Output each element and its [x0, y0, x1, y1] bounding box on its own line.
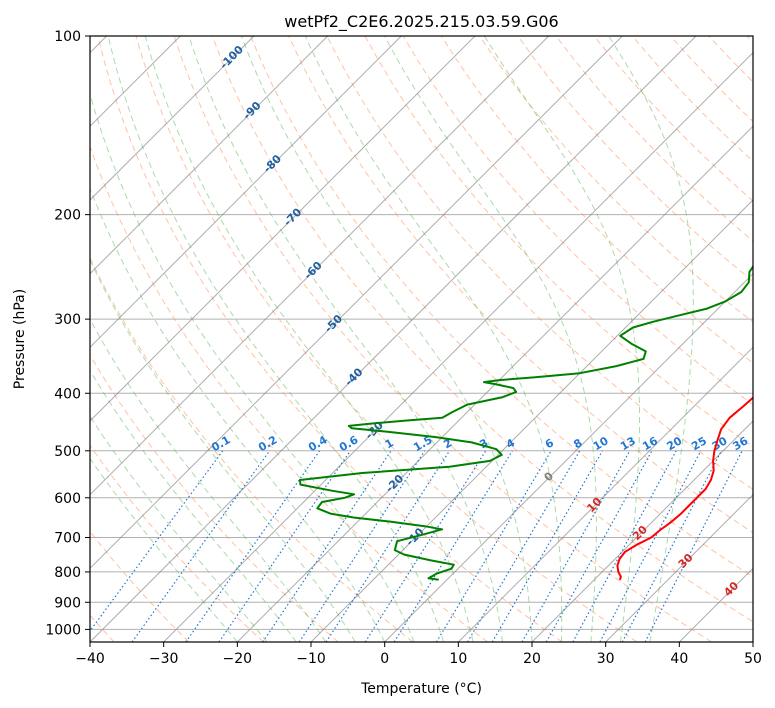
y-tick-label: 800	[54, 565, 81, 581]
y-tick-label: 700	[54, 531, 81, 547]
moist-adiabat	[90, 369, 297, 642]
plot-background	[90, 36, 753, 642]
moist-adiabat	[90, 457, 238, 642]
mixing-ratio-line	[131, 450, 271, 642]
moist-adiabat	[608, 36, 694, 642]
isotherm	[90, 36, 402, 349]
dry-adiabat	[173, 36, 712, 642]
isotherm	[531, 420, 753, 642]
x-tick-label: −40	[75, 651, 105, 667]
y-tick-label: 900	[54, 595, 81, 611]
mixing-ratio-line	[466, 450, 581, 642]
mixing-ratio-line	[393, 450, 513, 642]
mixing-ratio-line	[435, 450, 552, 642]
dry-adiabat	[288, 36, 753, 534]
y-tick-label: 500	[54, 444, 81, 460]
isotherm	[457, 346, 753, 642]
temperature-profile	[616, 396, 753, 581]
mixing-ratio-line	[599, 450, 702, 642]
x-tick-label: 30	[597, 651, 615, 667]
x-tick-label: 10	[449, 651, 467, 667]
isotherm	[752, 641, 753, 642]
moist-adiabat	[304, 36, 563, 642]
x-tick-label: −20	[223, 651, 253, 667]
x-tick-label: −10	[296, 651, 326, 667]
mixing-ratio-line	[218, 450, 351, 642]
y-tick-label: 100	[54, 29, 81, 45]
moist-adiabat	[240, 36, 533, 642]
pressure-gridlines	[90, 35, 753, 630]
profile-lines	[298, 264, 753, 581]
dry-adiabat	[90, 444, 264, 642]
isotherm	[310, 199, 753, 642]
y-tick-label: 300	[54, 312, 81, 328]
moist-adiabat	[188, 36, 503, 642]
y-tick-label: 1000	[45, 622, 81, 638]
moist-adiabat	[384, 36, 597, 642]
y-tick-label: 600	[54, 491, 81, 507]
x-axis-title: Temperature (°C)	[360, 681, 482, 697]
y-tick-label: 200	[54, 208, 81, 224]
isotherm	[90, 36, 697, 642]
moist-adiabat	[90, 318, 327, 642]
x-tick-label: 50	[744, 651, 762, 667]
mixing-ratio-line	[185, 450, 321, 642]
mixing-ratio-line	[545, 450, 653, 642]
dry-adiabat	[211, 36, 753, 623]
isotherm	[90, 36, 476, 422]
x-tick-label: 0	[380, 651, 389, 667]
dry-adiabat	[135, 36, 638, 642]
isotherm	[90, 36, 255, 201]
mixing-ratio-line	[364, 450, 487, 642]
dry-adiabat	[517, 36, 753, 283]
isotherm	[90, 36, 623, 570]
x-tick-label: −30	[149, 651, 179, 667]
isotherm	[236, 125, 753, 642]
y-axis-title: Pressure (hPa)	[12, 289, 28, 389]
mixing-ratio-line	[491, 450, 603, 642]
dry-adiabat	[326, 36, 753, 491]
plot-frame	[89, 35, 754, 643]
axes: −40 −30 −20 −10 0 10 20 30 40 50 100 200 300 400 500 60…	[45, 29, 762, 667]
background-lines	[90, 36, 753, 642]
dewpoint-profile	[298, 264, 753, 581]
isotherm	[384, 272, 753, 642]
y-tick-label: 400	[54, 386, 81, 402]
x-tick-label: 20	[523, 651, 541, 667]
chart-title: wetPf2_C2E6.2025.215.03.59.G06	[284, 12, 558, 32]
dry-adiabat	[90, 256, 414, 642]
moist-adiabat	[90, 415, 268, 642]
x-tick-label: 40	[670, 651, 688, 667]
dry-adiabat	[97, 36, 563, 642]
isotherm	[90, 36, 550, 496]
moist-adiabat	[107, 36, 445, 642]
mixing-ratio-line	[521, 450, 631, 642]
moist-adiabat	[90, 187, 386, 642]
isotherm	[605, 493, 753, 642]
mixing-ratio-line	[572, 450, 677, 642]
isotherm	[163, 51, 753, 642]
moist-adiabat	[483, 36, 640, 642]
dry-adiabat	[90, 354, 339, 642]
isotherm	[90, 36, 329, 275]
dry-adiabat	[250, 36, 753, 578]
moist-adiabat	[90, 258, 356, 642]
